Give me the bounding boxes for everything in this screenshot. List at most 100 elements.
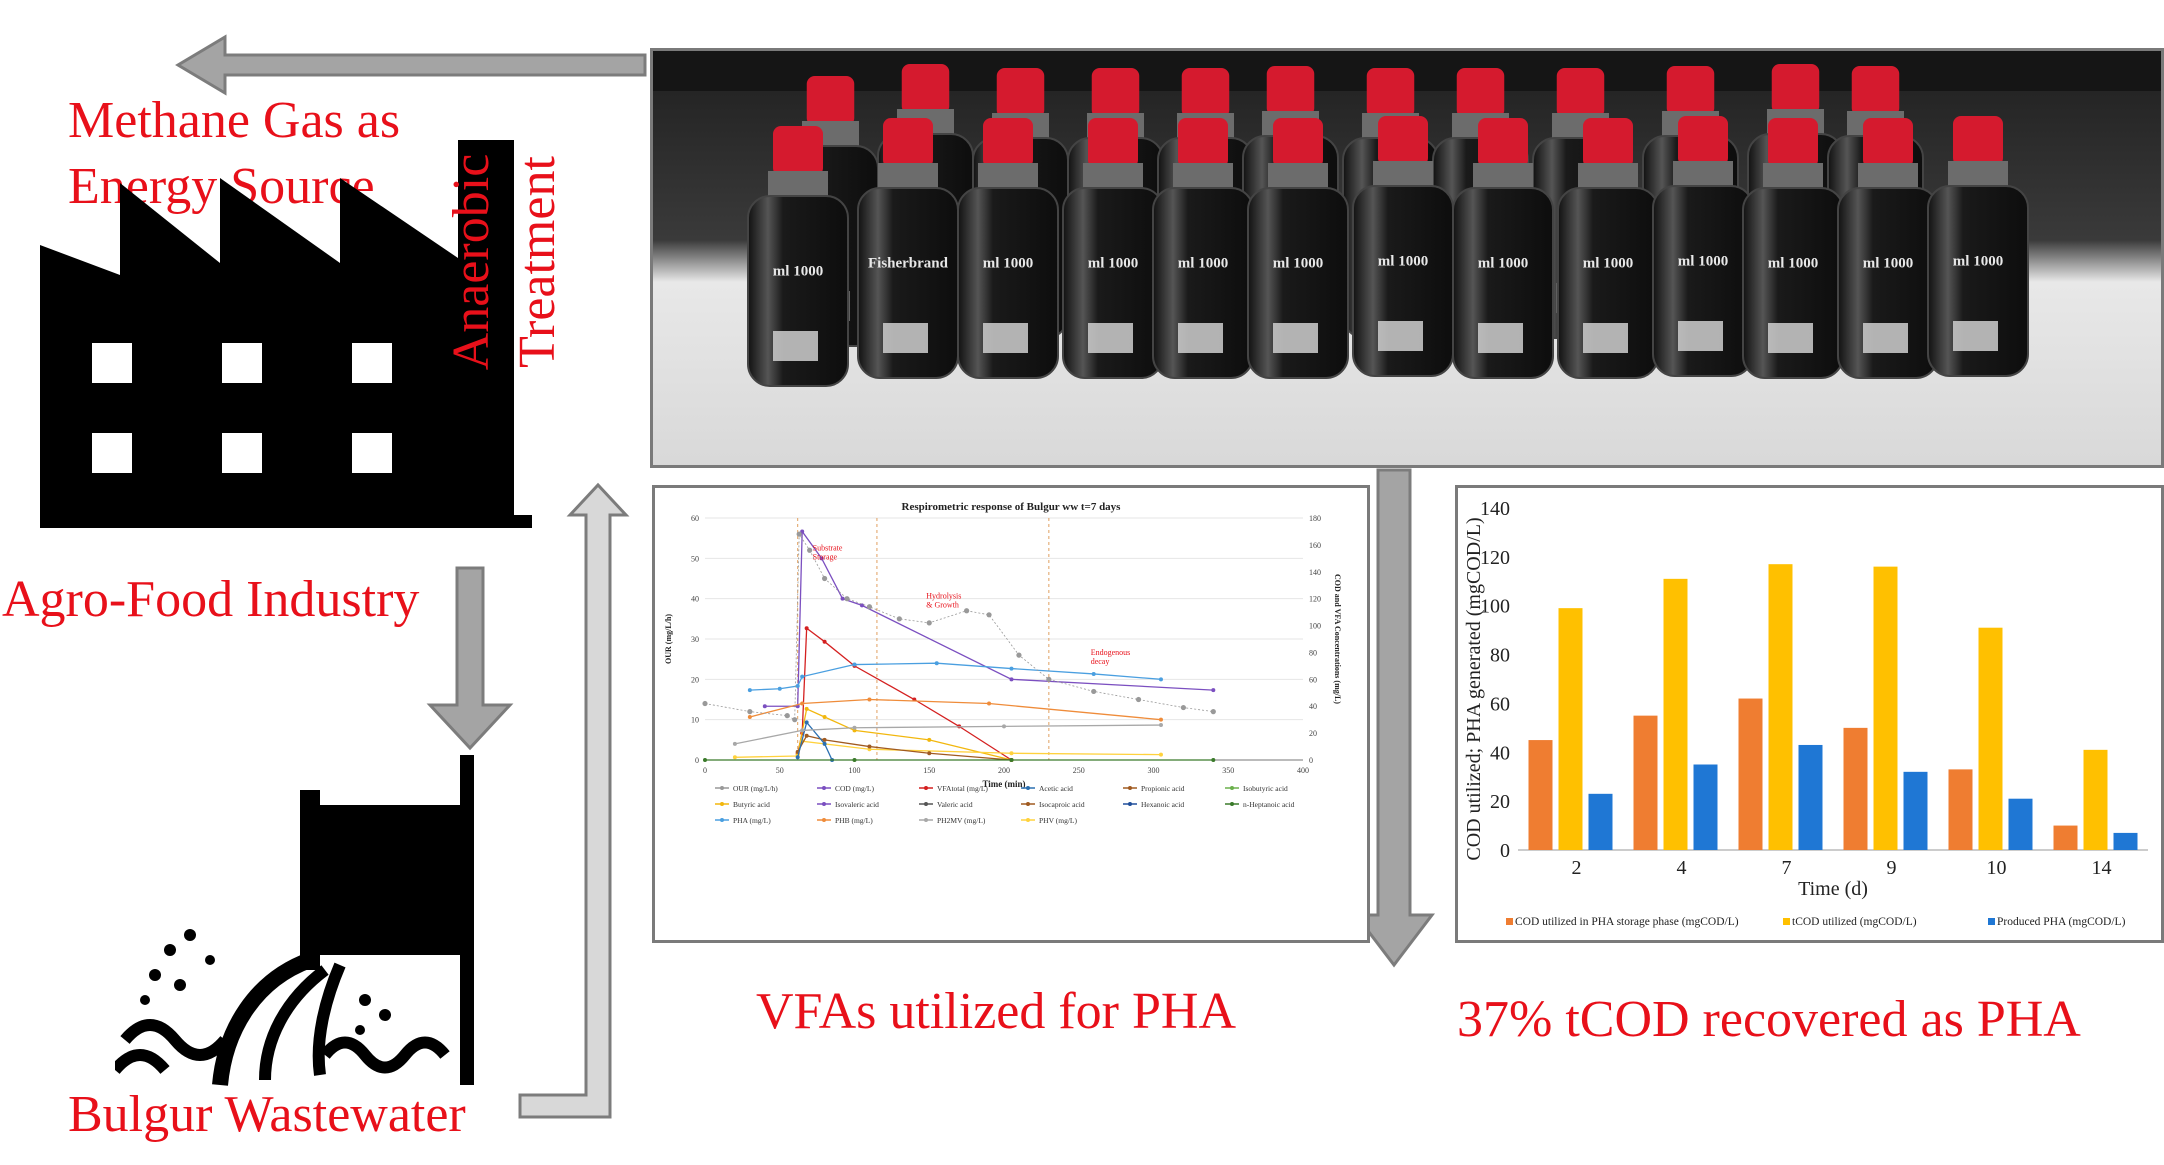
bottle-cap	[1666, 66, 1715, 116]
y-tick-label: 20	[691, 675, 699, 684]
y-right-tick-label: 0	[1309, 756, 1313, 765]
data-point	[1180, 704, 1186, 711]
bottle-cap	[1851, 66, 1900, 116]
x-tick-label: 100	[849, 766, 861, 775]
legend-marker	[924, 818, 928, 822]
bottle-text: ml 1000	[1678, 254, 1728, 270]
arrow-photo-to-charts	[1352, 468, 1436, 968]
data-point	[987, 701, 992, 706]
legend-swatch	[1506, 918, 1513, 925]
bottle-cap	[1556, 68, 1605, 118]
bottle-cap	[1366, 68, 1415, 118]
data-point	[1009, 677, 1014, 682]
data-point	[822, 714, 827, 719]
y-right-tick-label: 20	[1309, 729, 1317, 738]
legend-marker	[822, 818, 826, 822]
series-line	[734, 724, 1161, 745]
line-chart-title: Respirometric response of Bulgur ww t=7 …	[902, 501, 1122, 513]
data-point	[804, 626, 809, 631]
bottle-cap	[773, 126, 823, 176]
data-point	[986, 612, 992, 618]
bottle: ml 1000	[1452, 118, 1554, 379]
bar	[1873, 566, 1898, 850]
data-point	[747, 688, 752, 693]
data-point	[844, 596, 850, 602]
bottle-label	[1863, 323, 1908, 353]
legend-entry: PHV (mg/L)	[1039, 816, 1077, 825]
legend-entry: Butyric acid	[733, 800, 770, 809]
phase-annotation: decay	[1091, 657, 1110, 666]
bar	[1738, 698, 1763, 850]
y-tick-label: 40	[1490, 742, 1510, 764]
data-point	[777, 686, 782, 691]
wastewater-pipe-icon	[115, 755, 474, 1086]
bottle-cap	[1863, 118, 1913, 168]
x-tick-label: 350	[1222, 766, 1234, 775]
y-tick-label: 100	[1480, 596, 1510, 618]
recovery-caption: 37% tCOD recovered as PHA	[1457, 991, 2081, 1048]
bar	[1588, 793, 1613, 850]
bottle-label	[1953, 321, 1998, 351]
bottle-text: ml 1000	[1178, 256, 1228, 272]
legend-marker	[924, 786, 928, 790]
y-tick-label: 10	[691, 716, 699, 725]
data-point	[800, 701, 805, 706]
data-point	[747, 714, 752, 719]
legend-entry: Propionic acid	[1141, 784, 1185, 793]
bar	[1903, 771, 1928, 850]
bottle-label	[1583, 323, 1628, 353]
data-point	[1046, 676, 1052, 682]
bottle-label	[1178, 323, 1223, 353]
agro-food-label: Agro-Food Industry	[2, 571, 420, 628]
data-point	[852, 662, 857, 667]
data-point	[1210, 709, 1216, 715]
x-tick-label: 9	[1887, 857, 1897, 879]
data-point	[1091, 671, 1096, 676]
data-point	[1158, 723, 1163, 728]
y-right-axis-label: COD and VFA Concentrations (mg/L)	[1333, 574, 1342, 704]
y-tick-label: 20	[1490, 791, 1510, 813]
legend-entry: Isobutyric acid	[1243, 784, 1288, 793]
data-point	[703, 758, 707, 762]
bar	[2053, 825, 2078, 850]
respirometric-chart-panel: Respirometric response of Bulgur ww t=7 …	[652, 485, 1370, 943]
bottle-cap	[883, 118, 933, 168]
legend-entry: COD (mg/L)	[835, 784, 874, 793]
data-point	[800, 674, 805, 679]
bottle-text: ml 1000	[1088, 256, 1138, 272]
bar	[1558, 608, 1583, 850]
vfa-caption: VFAs utilized for PHA	[756, 983, 1237, 1040]
y-right-tick-label: 40	[1309, 702, 1317, 711]
bottle-text: ml 1000	[1478, 256, 1528, 272]
bottle-cap	[1678, 116, 1728, 166]
y-tick-label: 120	[1480, 547, 1510, 569]
legend-entry: Acetic acid	[1039, 784, 1073, 793]
data-point	[807, 547, 813, 553]
data-point	[852, 758, 857, 762]
data-point	[732, 755, 737, 760]
respirometric-line-chart: Respirometric response of Bulgur ww t=7 …	[664, 501, 1342, 825]
bottle-text: ml 1000	[1378, 254, 1428, 270]
data-point	[927, 737, 932, 742]
methane-label-line1: Methane Gas as	[68, 92, 401, 149]
legend-marker	[720, 818, 724, 822]
bottles-photo: ml 1000 Fisherbrand ml 1000 ml 1000 ml 1000 m…	[653, 51, 2161, 465]
y-tick-label: 40	[691, 595, 699, 604]
data-point	[1135, 696, 1142, 703]
data-point	[1158, 717, 1163, 722]
legend-entry: n-Heptanoic acid	[1243, 800, 1295, 809]
bottle-cap	[1088, 118, 1138, 168]
phase-annotation: Hydrolysis	[926, 592, 961, 601]
bar	[1978, 627, 2003, 850]
x-axis-label: Time (d)	[1798, 878, 1868, 900]
bottle-cap	[1273, 118, 1323, 168]
bottle-cap	[1771, 64, 1820, 114]
bottle-cap	[1181, 68, 1230, 118]
x-tick-label: 300	[1148, 766, 1160, 775]
bottle: ml 1000	[957, 118, 1059, 379]
bar	[1948, 769, 1973, 850]
arrow-up-to-treatment	[518, 482, 630, 1119]
bulgur-wastewater-label: Bulgur Wastewater	[68, 1086, 466, 1143]
